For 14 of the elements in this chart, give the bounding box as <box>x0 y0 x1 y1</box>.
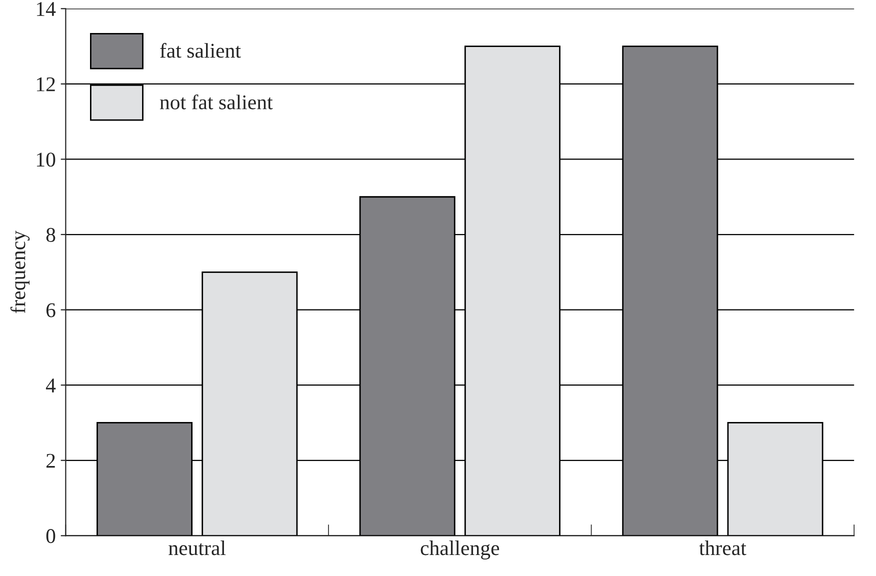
y-tick-label: 8 <box>46 228 56 242</box>
y-tick-label: 6 <box>46 303 56 318</box>
y-tick-label: 4 <box>46 378 56 392</box>
y-tick-label: 0 <box>46 529 56 544</box>
x-tick-label: threat <box>699 540 746 556</box>
x-tick-label: neutral <box>168 540 226 556</box>
y-tick-label: 12 <box>36 77 55 92</box>
y-axis-title: frequency <box>10 230 30 314</box>
y-tick-label: 2 <box>46 454 55 468</box>
x-tick-label: challenge <box>420 540 500 560</box>
legend-label: not fat salient <box>160 94 273 110</box>
y-tick-label: 14 <box>36 2 56 16</box>
y-tick-label: 10 <box>36 152 56 167</box>
legend-label: fat salient <box>160 42 241 58</box>
